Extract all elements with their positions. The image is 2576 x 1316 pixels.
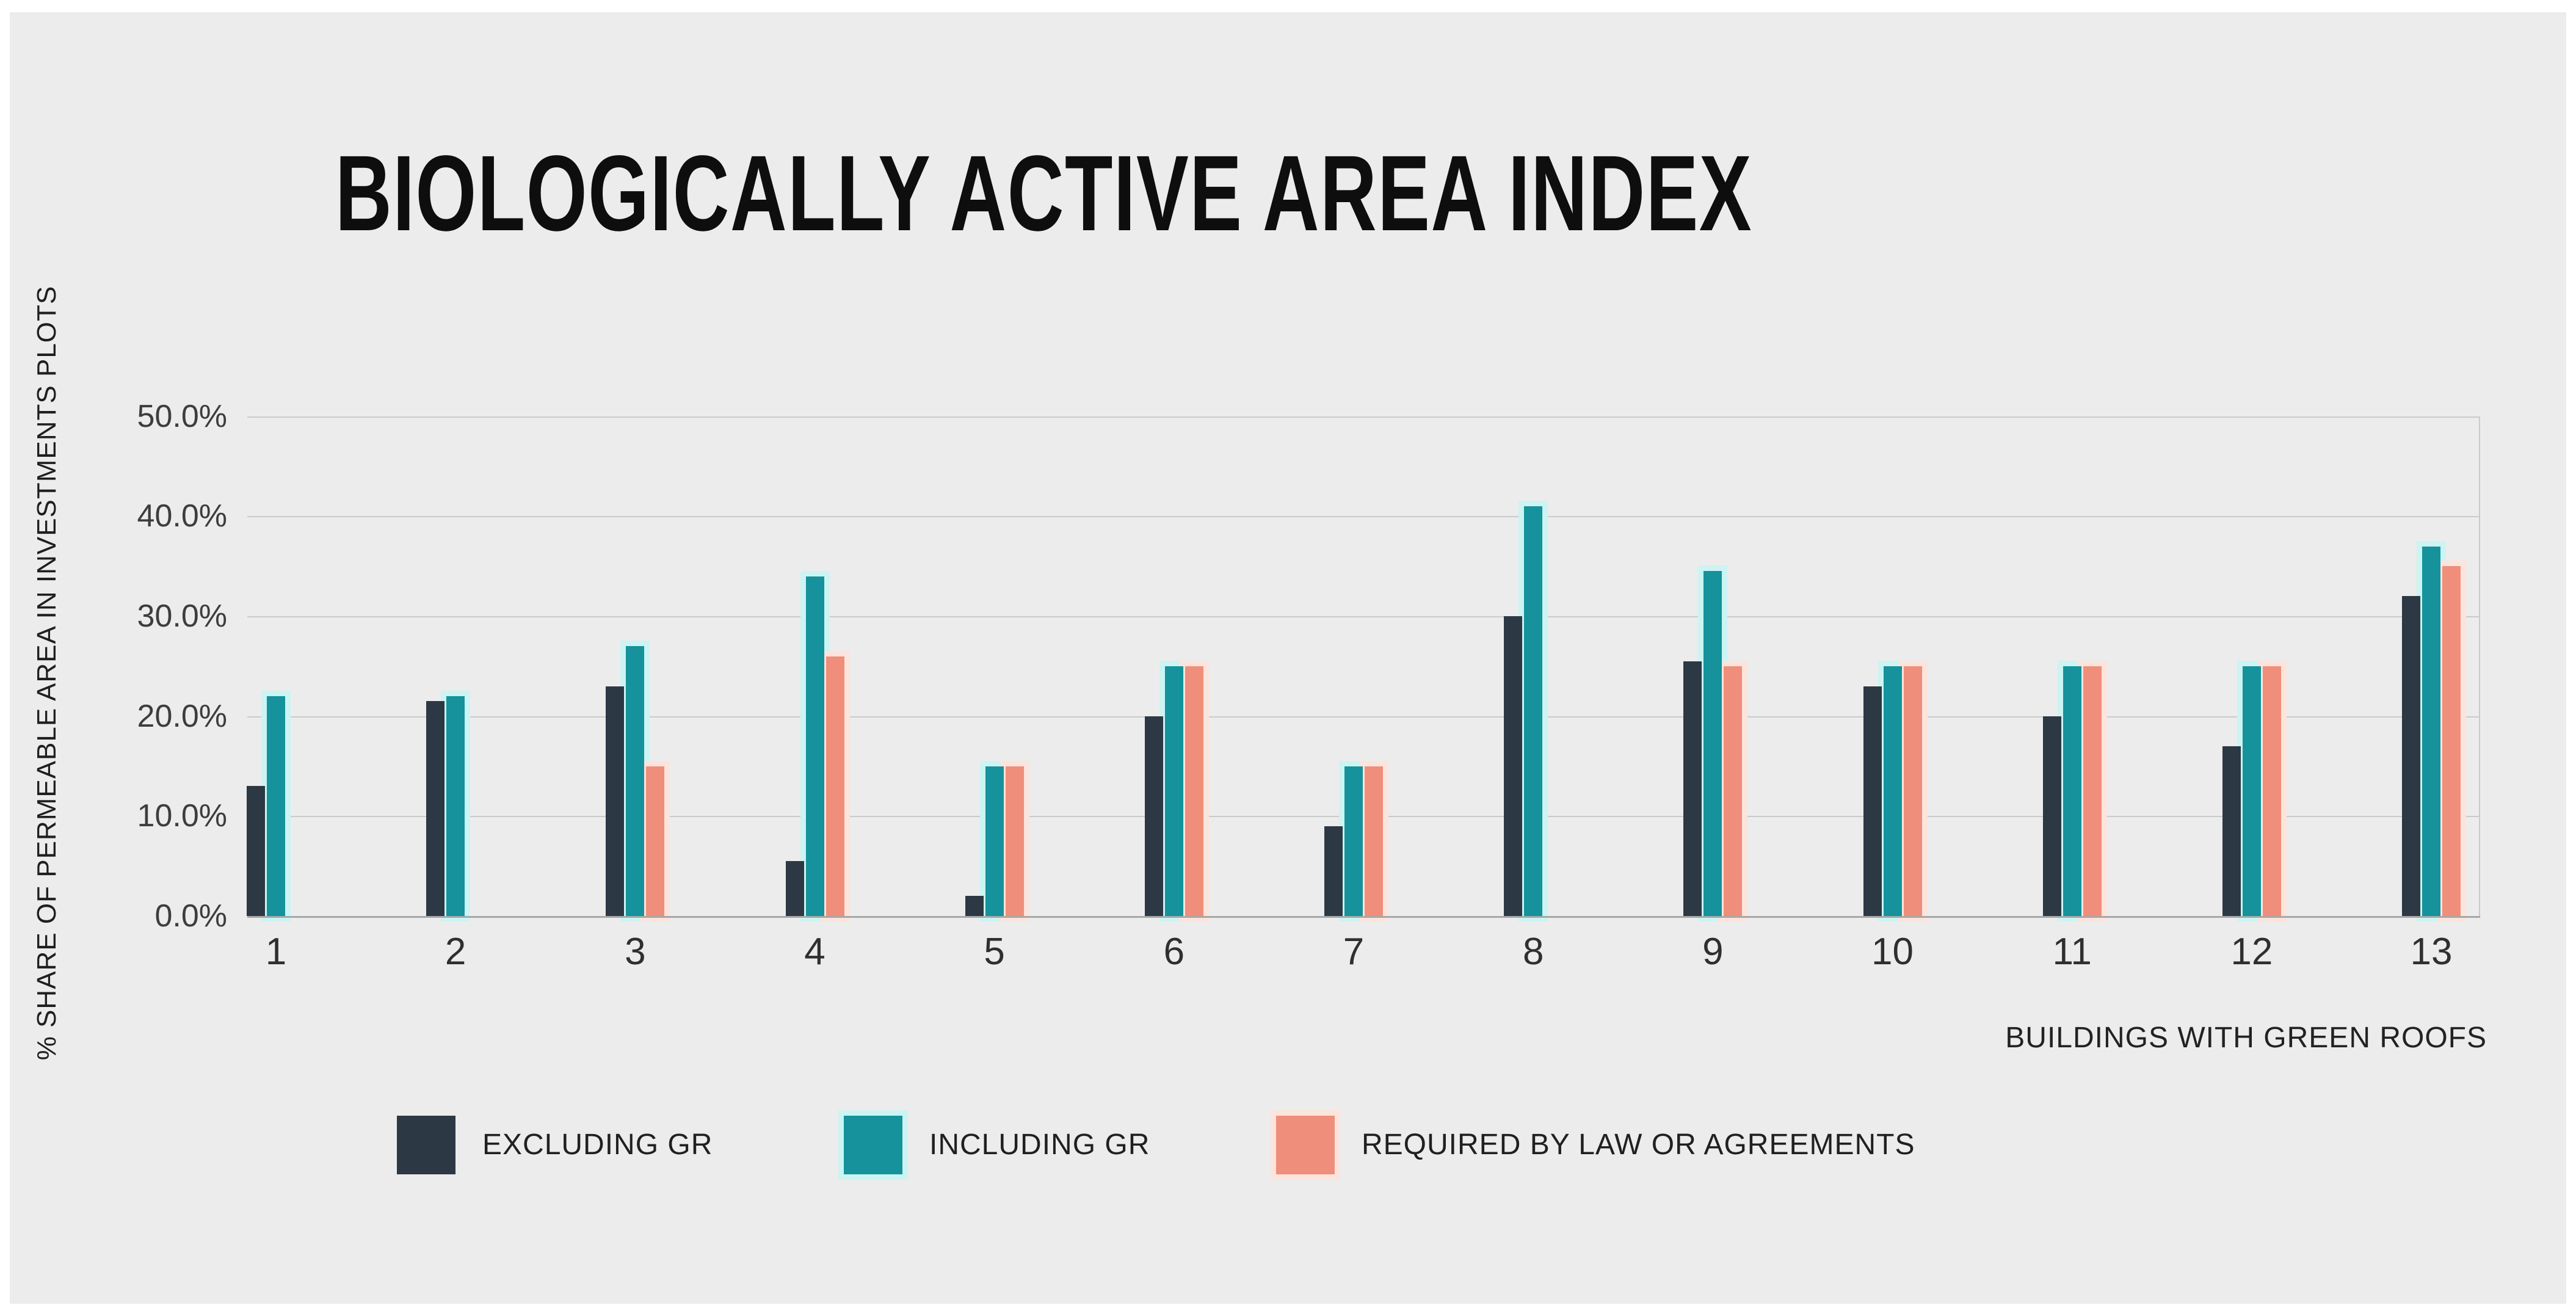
- bar-excluding-gr-cat-3: [606, 686, 625, 916]
- bar-required-by-law-or-agreements-cat-13: [2442, 566, 2461, 916]
- y-tick-label: 30.0%: [137, 598, 227, 634]
- legend-swatch-including-gr: [844, 1116, 902, 1174]
- chart-title: BIOLOGICALLY ACTIVE AREA INDEX: [335, 134, 1753, 253]
- bar-excluding-gr-cat-6: [1144, 716, 1163, 916]
- bar-required-by-law-or-agreements-cat-3: [646, 766, 665, 916]
- y-tick-label: 40.0%: [137, 498, 227, 534]
- bar-required-by-law-or-agreements-cat-4: [825, 656, 844, 916]
- x-tick-label-4: 4: [804, 931, 825, 973]
- legend-label-excluding-gr: EXCLUDING GR: [482, 1129, 713, 1161]
- x-tick-label-3: 3: [625, 931, 646, 973]
- y-tick-label: 50.0%: [137, 398, 227, 434]
- x-tick-label-12: 12: [2230, 931, 2273, 973]
- bar-required-by-law-or-agreements-cat-6: [1185, 666, 1203, 916]
- gridline-40: [247, 516, 2480, 518]
- x-tick-label-13: 13: [2410, 931, 2453, 973]
- x-tick-label-9: 9: [1702, 931, 1724, 973]
- x-tick-label-11: 11: [2052, 931, 2092, 973]
- gridline-20: [247, 716, 2480, 718]
- x-tick-label-8: 8: [1522, 931, 1544, 973]
- x-axis-line: [247, 916, 2480, 918]
- legend: EXCLUDING GR INCLUDING GR REQUIRED BY LAW …: [10, 12, 2566, 1304]
- bar-including-gr-cat-4: [805, 576, 824, 916]
- x-tick-label-5: 5: [984, 931, 1005, 973]
- bar-including-gr-cat-12: [2242, 666, 2261, 916]
- bar-excluding-gr-cat-9: [1683, 661, 1702, 916]
- bar-required-by-law-or-agreements-cat-5: [1005, 766, 1024, 916]
- bar-excluding-gr-cat-13: [2402, 596, 2421, 916]
- bar-including-gr-cat-3: [626, 646, 645, 916]
- bar-including-gr-cat-1: [267, 696, 285, 916]
- bar-excluding-gr-cat-1: [247, 786, 265, 916]
- legend-label-required-by-law-or-agreements: REQUIRED BY LAW OR AGREEMENTS: [1362, 1129, 1915, 1161]
- legend-swatch-required-by-law-or-agreements: [1276, 1116, 1335, 1174]
- legend-swatch-excluding-gr: [397, 1116, 455, 1174]
- bar-including-gr-cat-2: [446, 696, 465, 916]
- bar-required-by-law-or-agreements-cat-10: [1903, 666, 1922, 916]
- bar-including-gr-cat-8: [1524, 506, 1543, 916]
- bar-including-gr-cat-5: [985, 766, 1004, 916]
- bar-including-gr-cat-7: [1344, 766, 1363, 916]
- bar-excluding-gr-cat-12: [2222, 746, 2241, 916]
- x-tick-label-2: 2: [444, 931, 466, 973]
- bar-including-gr-cat-9: [1703, 571, 1722, 916]
- bar-excluding-gr-cat-5: [965, 896, 984, 916]
- y-tick-label: 20.0%: [137, 698, 227, 734]
- bar-required-by-law-or-agreements-cat-12: [2262, 666, 2281, 916]
- bar-excluding-gr-cat-10: [1863, 686, 1882, 916]
- x-tick-label-1: 1: [265, 931, 287, 973]
- bar-including-gr-cat-6: [1164, 666, 1183, 916]
- bar-including-gr-cat-11: [2063, 666, 2081, 916]
- x-tick-label-6: 6: [1163, 931, 1185, 973]
- bar-excluding-gr-cat-8: [1504, 616, 1523, 916]
- bar-excluding-gr-cat-7: [1324, 826, 1343, 916]
- bar-required-by-law-or-agreements-cat-11: [2083, 666, 2102, 916]
- y-tick-label: 0.0%: [154, 898, 227, 934]
- bar-including-gr-cat-10: [1883, 666, 1902, 916]
- gridline-30: [247, 616, 2480, 618]
- bar-excluding-gr-cat-11: [2042, 716, 2061, 916]
- plot-right-border: [2479, 416, 2480, 916]
- plot-area: 0.0% 10.0% 20.0% 30.0% 40.0% 50.0% 1 2 3 4 5 6 7 8 9 10…: [10, 12, 2566, 1304]
- bar-required-by-law-or-agreements-cat-7: [1365, 766, 1384, 916]
- x-tick-label-7: 7: [1343, 931, 1365, 973]
- bar-excluding-gr-cat-4: [785, 860, 804, 916]
- chart-canvas: BIOLOGICALLY ACTIVE AREA INDEX % SHARE O…: [10, 12, 2566, 1304]
- bar-required-by-law-or-agreements-cat-9: [1724, 666, 1743, 916]
- x-tick-label-10: 10: [1871, 931, 1914, 973]
- bar-including-gr-cat-13: [2422, 546, 2441, 916]
- x-axis-title: BUILDINGS WITH GREEN ROOFS: [2005, 1022, 2487, 1054]
- gridline-50: [247, 416, 2480, 418]
- legend-label-including-gr: INCLUDING GR: [929, 1129, 1150, 1161]
- y-tick-label: 10.0%: [137, 798, 227, 834]
- bar-excluding-gr-cat-2: [426, 701, 445, 916]
